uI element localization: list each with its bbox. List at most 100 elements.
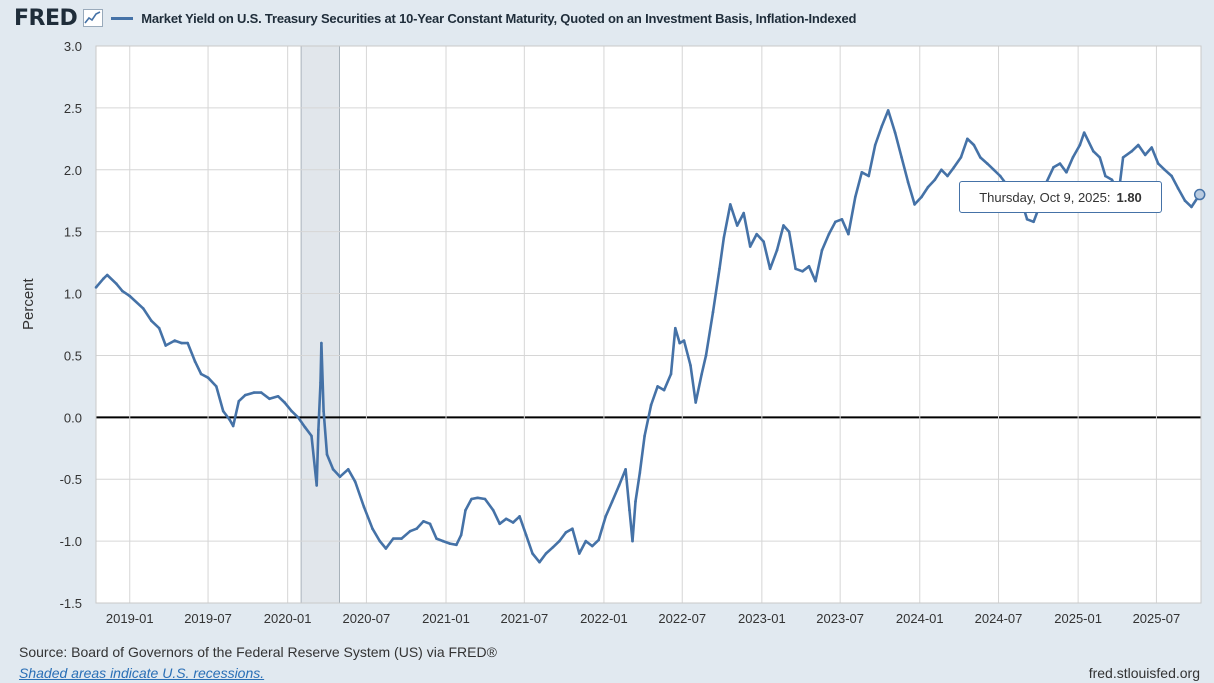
data-point: [854, 195, 857, 199]
data-point: [186, 341, 190, 345]
data-point: [544, 552, 548, 555]
data-point: [391, 537, 395, 540]
data-point: [470, 497, 473, 501]
data-point: [1082, 131, 1086, 134]
data-point: [415, 527, 418, 531]
data-point: [1110, 178, 1114, 181]
data-point: [801, 269, 804, 273]
data-point: [310, 434, 313, 438]
data-point: [128, 294, 132, 298]
data-point: [290, 409, 293, 413]
data-point: [979, 156, 982, 159]
tooltip-value: 1.80: [1116, 189, 1142, 205]
data-point: [718, 267, 721, 271]
y-tick-label: 0.0: [64, 410, 82, 425]
data-point: [604, 515, 607, 518]
data-point: [455, 543, 458, 547]
data-point: [1150, 146, 1153, 149]
data-point: [268, 397, 271, 401]
x-tick-label: 2025-01: [1054, 611, 1102, 626]
data-point: [141, 307, 145, 310]
data-point: [1143, 153, 1147, 157]
data-point: [331, 468, 335, 471]
x-tick-label: 2023-07: [816, 611, 864, 626]
x-tick-label: 2019-01: [106, 611, 154, 626]
data-point: [827, 232, 831, 236]
x-tick-label: 2019-07: [184, 611, 232, 626]
data-point: [315, 484, 318, 487]
site-url[interactable]: fred.stlouisfed.org: [1088, 665, 1200, 681]
plot-border: [95, 45, 1202, 604]
data-point: [214, 385, 218, 388]
y-tick-label: -1.0: [60, 534, 82, 549]
legend-swatch: [111, 16, 134, 20]
data-point: [972, 143, 976, 147]
y-tick-label: 1.5: [64, 225, 82, 240]
data-point: [346, 468, 350, 471]
data-point: [807, 265, 811, 268]
data-point: [952, 166, 956, 169]
data-point: [498, 522, 501, 526]
plot-area: [96, 46, 1201, 603]
data-point: [173, 339, 177, 342]
x-tick-label: 2023-01: [738, 611, 786, 626]
x-tick-label: 2024-01: [896, 611, 944, 626]
fred-logo[interactable]: FRED: [14, 5, 78, 31]
data-point: [711, 310, 715, 314]
tooltip-date: Thursday, Oct 9, 2025:: [979, 189, 1111, 205]
data-point: [362, 505, 366, 508]
data-point: [504, 517, 508, 521]
data-point: [228, 418, 231, 422]
data-point: [221, 409, 225, 413]
data-point: [448, 542, 452, 545]
data-point: [913, 203, 916, 206]
data-point: [1098, 156, 1102, 159]
data-point: [577, 552, 581, 555]
data-point: [551, 546, 555, 549]
hover-marker: [1193, 188, 1206, 201]
data-point: [459, 533, 463, 537]
data-point: [180, 341, 183, 345]
data-point: [886, 109, 890, 112]
data-point: [748, 245, 752, 248]
data-point: [1071, 156, 1075, 159]
data-point: [893, 131, 897, 134]
data-point: [400, 537, 403, 540]
y-tick-label: 3.0: [64, 39, 82, 54]
data-point: [662, 388, 666, 392]
data-point: [860, 170, 864, 174]
x-tick-label: 2022-01: [580, 611, 628, 626]
data-point: [722, 236, 726, 240]
x-tick-label: 2021-01: [422, 611, 470, 626]
data-point: [617, 484, 621, 487]
data-point: [649, 403, 653, 407]
data-point: [678, 341, 681, 345]
data-point: [814, 279, 817, 283]
data-point: [1052, 166, 1055, 169]
data-point: [590, 544, 594, 548]
data-point: [571, 527, 574, 531]
data-point: [674, 326, 677, 330]
recession-note-link[interactable]: Shaded areas indicate U.S. recessions.: [19, 665, 265, 681]
y-tick-label: -1.5: [60, 596, 82, 611]
data-point: [1163, 168, 1166, 172]
y-tick-label: 2.0: [64, 163, 82, 178]
data-point: [243, 393, 247, 397]
data-point: [283, 401, 286, 404]
data-point: [631, 539, 634, 543]
data-point: [1058, 162, 1062, 165]
data-point: [441, 539, 445, 543]
data-point: [704, 354, 708, 357]
data-point: [694, 401, 697, 404]
data-point: [94, 286, 98, 289]
source-note: Source: Board of Governors of the Federa…: [19, 644, 497, 660]
data-point: [847, 232, 850, 236]
data-point: [682, 339, 686, 342]
data-point: [296, 416, 300, 419]
data-point: [628, 508, 631, 512]
data-point: [867, 174, 871, 178]
data-point: [121, 289, 124, 293]
data-point: [259, 391, 263, 394]
data-point: [755, 232, 758, 236]
